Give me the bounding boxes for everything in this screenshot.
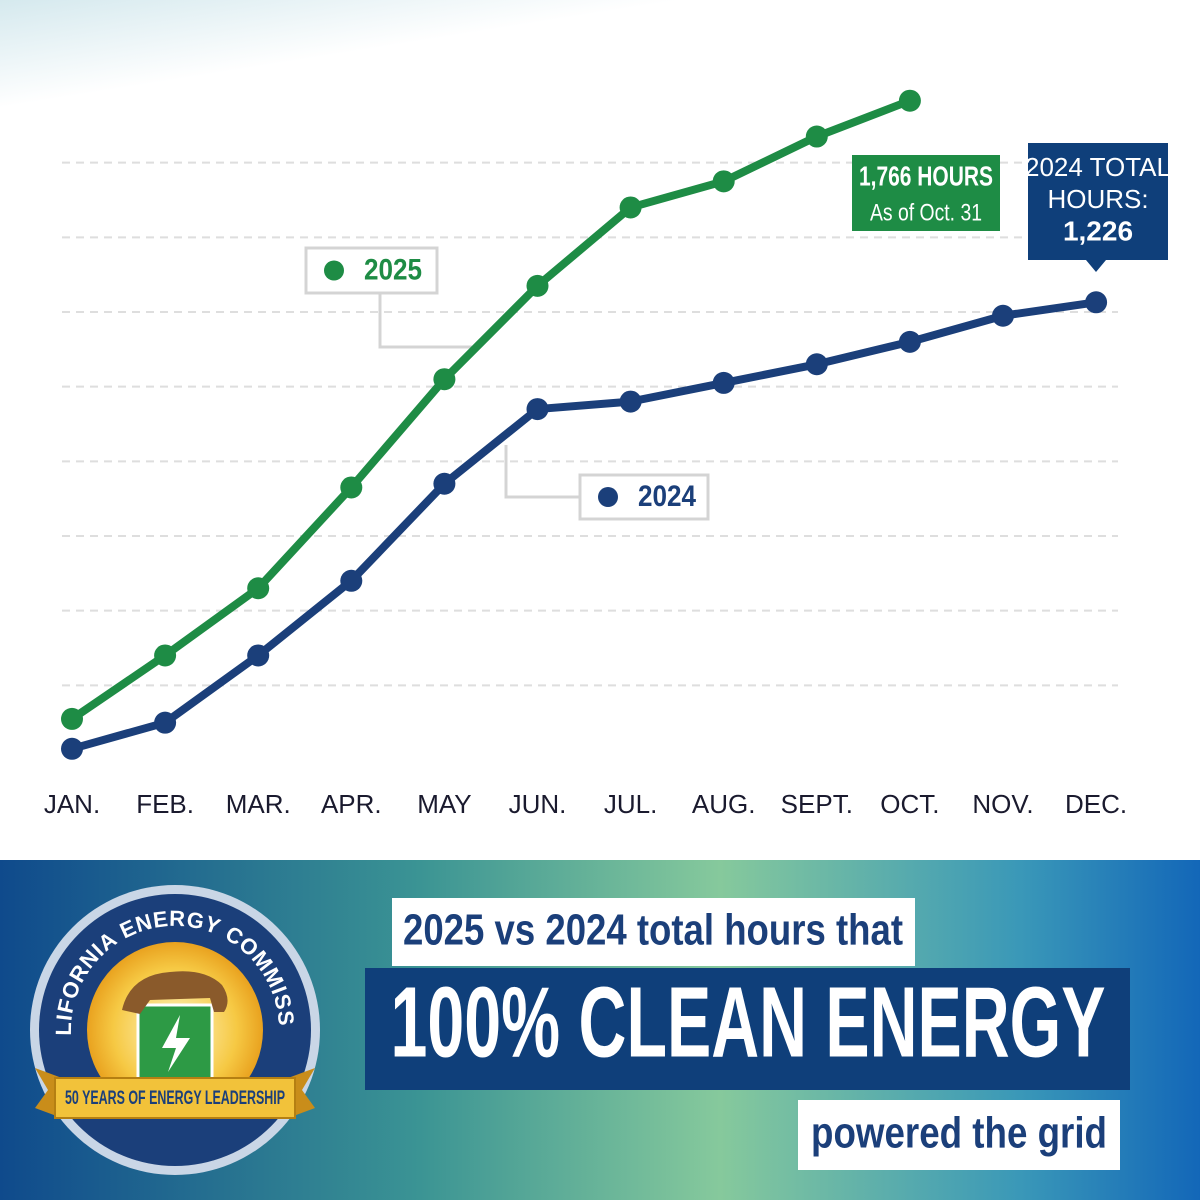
data-point — [1085, 291, 1108, 314]
title-box — [365, 968, 1130, 1090]
ribbon — [54, 1077, 296, 1119]
x-tick-label: APR. — [321, 789, 382, 819]
data-point — [898, 89, 921, 112]
data-point — [340, 569, 363, 592]
x-tick-label: SEPT. — [781, 789, 853, 819]
data-point — [154, 711, 177, 734]
value-label: 1,226 — [1063, 215, 1133, 246]
connector — [378, 292, 472, 349]
x-tick-label: AUG. — [692, 789, 756, 819]
legend-dot — [598, 487, 618, 507]
callout-box — [852, 155, 1000, 231]
data-point — [433, 472, 456, 495]
connector — [504, 445, 580, 499]
data-point — [526, 398, 549, 421]
data-point — [712, 371, 735, 394]
x-tick-label: DEC. — [1065, 789, 1127, 819]
data-point — [61, 737, 83, 760]
series-line — [69, 96, 912, 723]
data-point — [619, 390, 642, 413]
data-point — [619, 196, 642, 219]
data-point — [805, 353, 828, 376]
plot — [61, 89, 1108, 760]
data-point — [898, 330, 921, 353]
data-point — [61, 707, 83, 730]
x-tick-label: MAR. — [226, 789, 291, 819]
grid — [62, 161, 1118, 687]
legend-label: 2024 — [638, 480, 696, 513]
x-tick-label: OCT. — [880, 789, 939, 819]
chart-title: 100% CLEAN ENERGY — [391, 966, 1106, 1078]
legend-dot — [324, 260, 344, 281]
x-tick-label: JUN. — [509, 789, 567, 819]
callout-note: HOURS: — [1047, 184, 1148, 214]
background — [0, 0, 1200, 860]
post-title: powered the grid — [811, 1109, 1107, 1158]
sky-decoration — [0, 0, 760, 120]
legend-label: 2025 — [364, 253, 422, 286]
callout-note: As of Oct. 31 — [870, 199, 982, 226]
series-line — [70, 298, 1097, 753]
data-point — [247, 644, 270, 667]
data-point — [526, 274, 549, 297]
x-tick-label: FEB. — [136, 789, 194, 819]
x-tick-label: JUL. — [604, 789, 657, 819]
x-tick-label: MAY — [417, 789, 471, 819]
logo-bolt — [162, 1015, 190, 1072]
x-tick-label: JAN. — [44, 789, 100, 819]
data-point — [154, 644, 177, 667]
legend-connectors — [378, 292, 580, 499]
data-point — [433, 368, 456, 391]
ribbon-text: 50 YEARS OF ENERGY LEADERSHIP — [65, 1088, 285, 1109]
data-point — [805, 125, 828, 148]
callout-note: 2024 TOTAL — [1025, 152, 1171, 182]
logo-bear — [122, 971, 228, 1014]
value-label: 1,766 HOURS — [859, 160, 993, 191]
data-point — [247, 577, 270, 600]
callout-box — [1028, 143, 1168, 272]
post-title-box — [798, 1100, 1120, 1170]
data-point — [340, 476, 363, 499]
pre-title: 2025 vs 2024 total hours that — [403, 906, 903, 955]
data-point — [992, 304, 1014, 327]
x-tick-label: NOV. — [972, 789, 1033, 819]
data-point — [712, 170, 735, 193]
pre-title-box — [392, 898, 915, 966]
